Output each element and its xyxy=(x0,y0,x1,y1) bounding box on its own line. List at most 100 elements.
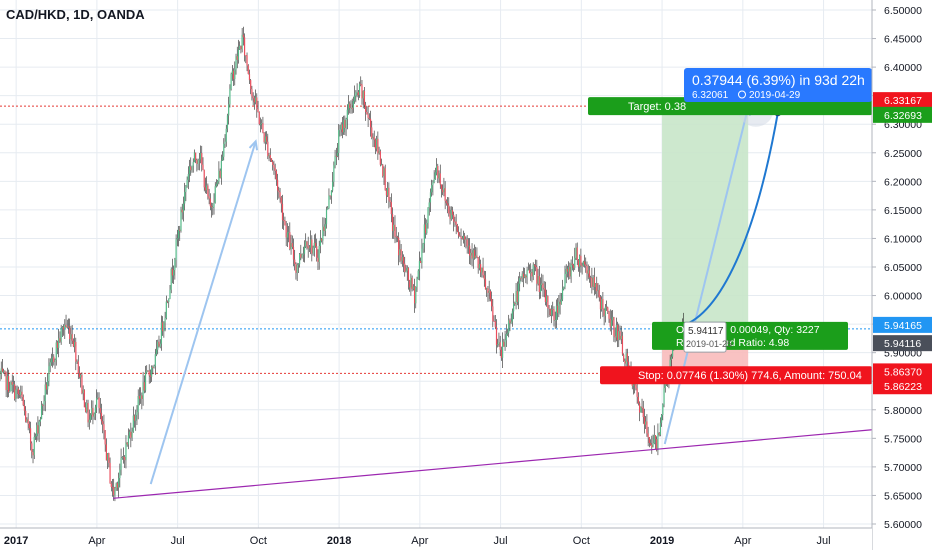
candle-body xyxy=(582,261,584,266)
candle-body xyxy=(224,141,226,144)
candle-body xyxy=(91,407,93,415)
candle-body xyxy=(421,248,423,264)
candle-body xyxy=(193,152,196,163)
candle-body xyxy=(114,488,116,496)
candle-body xyxy=(390,202,392,215)
candle-body xyxy=(274,167,276,171)
candle-body xyxy=(407,267,410,281)
y-axis-badge-label: 5.86370 xyxy=(884,366,922,378)
candle-body xyxy=(624,360,626,364)
candle-body xyxy=(87,403,89,423)
candle-body xyxy=(341,124,344,133)
candle-body xyxy=(177,229,180,239)
candle-body xyxy=(476,255,478,258)
candle-body xyxy=(83,389,85,408)
candle-body xyxy=(250,80,252,90)
candle-body xyxy=(384,168,386,191)
candle-body xyxy=(192,162,194,166)
x-tick-label: 2018 xyxy=(327,535,351,547)
candle-body xyxy=(280,197,282,204)
candle-body xyxy=(572,265,575,268)
candle-body xyxy=(69,327,71,340)
candle-body xyxy=(36,425,38,437)
candle-body xyxy=(97,397,99,399)
candle-body xyxy=(217,181,219,184)
candle-body xyxy=(521,273,523,279)
candle-body xyxy=(16,388,18,390)
candle-body xyxy=(103,424,105,431)
candle-body xyxy=(198,159,200,161)
candle-body xyxy=(263,132,265,143)
candle-body xyxy=(242,34,244,38)
y-axis[interactable]: 6.500006.450006.400006.350006.300006.250… xyxy=(871,0,932,550)
candle-body xyxy=(195,152,197,161)
y-tick-label: 6.50000 xyxy=(884,5,922,17)
candle-body xyxy=(659,422,661,435)
x-axis[interactable]: 2017 Apr Jul Oct 2018 Apr Jul Oct 2019 Apr Jul xyxy=(0,527,872,550)
candle-body xyxy=(300,254,302,258)
candle-body xyxy=(86,403,88,412)
candle-body xyxy=(203,169,205,188)
candle-body xyxy=(162,322,164,332)
candle-body xyxy=(71,334,73,341)
candle-body xyxy=(482,267,484,276)
stop-label-bg xyxy=(600,366,872,385)
candle-body xyxy=(533,264,536,266)
candle-body xyxy=(146,370,148,373)
y-tick-label: 5.80000 xyxy=(884,405,922,417)
candle-body xyxy=(462,235,465,239)
candle-body xyxy=(467,245,469,247)
candle-body xyxy=(411,277,413,290)
candle-body xyxy=(143,382,145,391)
candle-body xyxy=(504,340,506,347)
candle-body xyxy=(213,202,215,208)
candle-body xyxy=(272,161,274,165)
candle-body xyxy=(560,299,562,305)
candle-body xyxy=(129,431,131,436)
candle-body xyxy=(623,354,625,361)
candle-body xyxy=(163,322,165,332)
candle-body xyxy=(598,289,600,298)
candle-body xyxy=(437,165,439,179)
candle-body xyxy=(513,302,515,312)
candle-body xyxy=(92,407,94,417)
candle-body xyxy=(563,286,565,289)
candle-body xyxy=(56,342,59,348)
candle-body xyxy=(615,324,617,338)
candle-body xyxy=(81,374,83,394)
candle-body xyxy=(94,407,96,414)
candle-body xyxy=(229,88,231,105)
candle-body xyxy=(158,341,160,347)
candle-body xyxy=(473,250,476,258)
x-tick-label: Jul xyxy=(817,535,831,547)
candle-body xyxy=(221,156,224,161)
candle-body xyxy=(54,359,56,363)
candle-body xyxy=(124,457,126,461)
y-axis-badge-label: 6.32693 xyxy=(884,110,922,122)
candle-body xyxy=(439,173,441,185)
candle-body xyxy=(394,224,396,237)
candle-body xyxy=(164,318,166,323)
y-tick-label: 6.15000 xyxy=(884,205,922,217)
candle-body xyxy=(26,419,28,422)
candle-body xyxy=(253,98,255,103)
candle-body xyxy=(553,309,555,321)
candle-body xyxy=(288,232,290,233)
candle-body xyxy=(232,70,235,80)
candle-body xyxy=(126,442,128,445)
candle-body xyxy=(636,388,638,397)
candle-body xyxy=(0,373,1,376)
candle-body xyxy=(210,206,213,208)
candle-body xyxy=(351,107,353,109)
candle-body xyxy=(608,311,610,319)
candle-body xyxy=(109,462,111,484)
candle-body xyxy=(358,83,361,96)
candle-body xyxy=(116,483,118,488)
y-tick-label: 5.70000 xyxy=(884,462,922,474)
candle-body xyxy=(328,195,330,209)
candle-body xyxy=(343,119,345,133)
candle-body xyxy=(395,236,397,238)
candle-body xyxy=(475,255,477,258)
candle-body xyxy=(32,451,34,456)
